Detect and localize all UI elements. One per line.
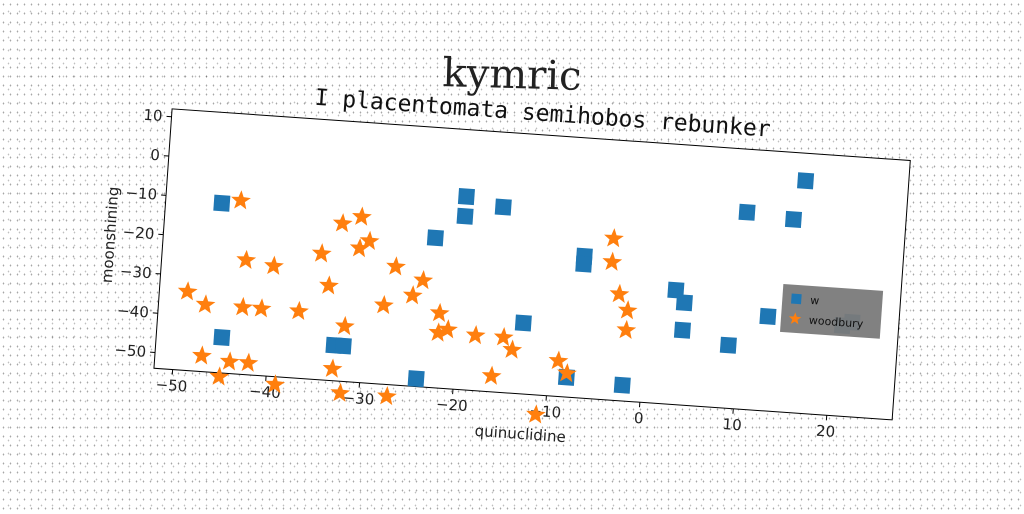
x-tick-label: 0 — [633, 409, 644, 428]
y-tick-label: −20 — [122, 223, 155, 243]
y-tick-label: 0 — [150, 146, 161, 165]
x-axis-label: quinuclidine — [474, 422, 566, 446]
y-tick-label: −30 — [119, 262, 152, 282]
w-square-marker — [759, 308, 776, 325]
scatter-chart: I placentomata semihobos rebunker −50−40… — [48, 62, 973, 514]
y-tick-label: −50 — [114, 341, 147, 361]
w-square-marker — [213, 329, 230, 346]
x-tick-label: 10 — [722, 415, 742, 434]
y-tick-label: −10 — [125, 184, 158, 204]
w-square-marker — [408, 370, 425, 387]
w-square-marker — [676, 294, 693, 311]
y-tick-label: −40 — [117, 301, 150, 321]
w-square-marker — [575, 256, 592, 273]
w-square-marker — [515, 314, 532, 331]
x-tick-label: 20 — [815, 422, 835, 441]
w-square-marker — [738, 204, 755, 221]
woodbury-star-marker — [376, 385, 397, 405]
legend-w-marker — [791, 294, 802, 305]
w-square-marker — [457, 208, 474, 225]
legend-label: w — [810, 294, 820, 308]
x-tick-label: −20 — [435, 395, 468, 415]
w-square-marker — [785, 211, 802, 228]
w-square-marker — [427, 229, 444, 246]
w-square-marker — [614, 377, 631, 394]
y-tick-label: 10 — [143, 106, 163, 125]
x-tick-label: −50 — [155, 375, 188, 395]
w-square-marker — [213, 195, 230, 212]
chart-figure: I placentomata semihobos rebunker −50−40… — [48, 62, 973, 514]
w-square-marker — [674, 322, 691, 339]
w-square-marker — [458, 188, 475, 205]
w-square-marker — [797, 172, 814, 189]
legend-box — [780, 284, 883, 339]
y-axis-label: moonshining — [98, 186, 123, 284]
w-square-marker — [720, 337, 737, 354]
w-square-marker — [495, 199, 512, 216]
w-square-marker — [335, 337, 352, 354]
